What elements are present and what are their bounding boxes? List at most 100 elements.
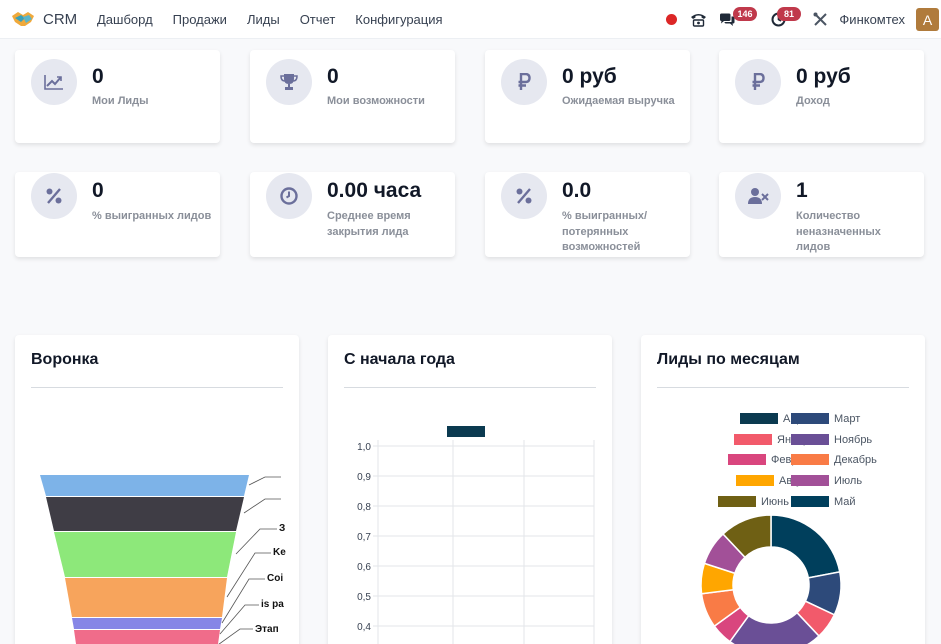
funnel-title: Воронка xyxy=(31,351,99,368)
y-tick-label: 1,0 xyxy=(357,442,371,453)
debug-tools-button[interactable] xyxy=(813,0,828,39)
funnel-connector xyxy=(248,476,281,486)
kpi-value: 1 xyxy=(796,179,808,202)
legend-label: Декабрь xyxy=(834,454,877,466)
trophy-icon xyxy=(266,59,312,105)
kpi-card-expected-revenue[interactable]: 0 руб Ожидаемая выручка xyxy=(485,50,690,143)
kpi-label: Доход xyxy=(796,95,830,107)
bar xyxy=(394,446,512,644)
kpi-label: Среднее время закрытия лида xyxy=(327,210,411,238)
funnel-stage-6 xyxy=(74,630,220,644)
legend-swatch xyxy=(718,496,756,507)
kpi-value: 0 xyxy=(327,65,339,88)
kpi-label: % выигранных лидов xyxy=(92,210,212,222)
funnel-label: Coi xyxy=(267,573,283,584)
kpi-value: 0.00 часа xyxy=(327,179,422,202)
funnel-connector xyxy=(226,552,271,598)
funnel-card: Воронка З Ke Coi is pa Этап xyxy=(15,335,299,644)
app-brand[interactable]: CRM xyxy=(11,8,77,30)
crm-handshake-icon xyxy=(12,12,34,26)
legend-swatch xyxy=(736,475,774,486)
kpi-card-my-leads[interactable]: 0 Мои Лиды xyxy=(15,50,220,143)
funnel-stage-5 xyxy=(72,618,222,629)
recording-indicator[interactable] xyxy=(666,0,677,39)
legend-label: Май xyxy=(834,496,856,508)
ytd-title: С начала года xyxy=(344,351,455,368)
funnel-stage-2 xyxy=(46,497,244,531)
ruble-icon xyxy=(735,59,781,105)
funnel-label: З xyxy=(279,523,285,534)
top-navbar: CRM Дашборд Продажи Лиды Отчет Конфигура… xyxy=(0,0,941,39)
menu-leads[interactable]: Лиды xyxy=(246,12,280,27)
kpi-label: Ожидаемая выручка xyxy=(562,95,675,107)
y-tick-label: 0,7 xyxy=(357,532,371,543)
y-tick-label: 0,9 xyxy=(357,472,371,483)
donut-slice xyxy=(722,514,772,559)
funnel-stage-1 xyxy=(40,475,249,496)
legend-swatch xyxy=(447,426,485,437)
funnel-stage-4 xyxy=(65,578,227,617)
funnel-connector xyxy=(243,498,281,514)
phone-button[interactable] xyxy=(690,0,707,39)
legend-label: Ноябрь xyxy=(834,434,872,446)
user-x-icon xyxy=(735,173,781,219)
record-dot-icon xyxy=(666,14,677,25)
kpi-label: Количество неназначенных лидов xyxy=(796,210,881,253)
ytd-card: С начала года 1,0 0,9 0,8 0,7 0,6 0,5 0,4 xyxy=(328,335,612,644)
funnel-chart: З Ke Coi is pa Этап xyxy=(40,475,286,644)
legend-swatch xyxy=(734,434,772,445)
donut-slice xyxy=(770,514,841,579)
funnel-connector xyxy=(221,578,265,624)
clock-icon xyxy=(266,173,312,219)
messages-button[interactable] xyxy=(719,0,735,39)
kpi-card-avg-close-time[interactable]: 0.00 часа Среднее время закрытия лида xyxy=(250,172,455,257)
legend-swatch xyxy=(791,434,829,445)
y-tick-label: 0,5 xyxy=(357,592,371,603)
user-menu[interactable]: A xyxy=(916,0,939,39)
kpi-card-won-leads-pct[interactable]: 0 % выигранных лидов xyxy=(15,172,220,257)
menu-sales[interactable]: Продажи xyxy=(172,12,227,27)
leads-by-month-title: Лиды по месяцам xyxy=(657,351,800,368)
kpi-card-income[interactable]: 0 руб Доход xyxy=(719,50,924,143)
kpi-value: 0 xyxy=(92,65,104,88)
kpi-card-won-lost-pct[interactable]: 0.0 % выигранных/ потерянных возможносте… xyxy=(485,172,690,257)
funnel-label: Этап xyxy=(255,624,279,635)
kpi-card-my-opportunities[interactable]: 0 Мои возможности xyxy=(250,50,455,143)
menu-dashboard[interactable]: Дашборд xyxy=(97,12,153,27)
percent-icon xyxy=(31,173,77,219)
messages-count-badge: 146 xyxy=(733,7,757,21)
kpi-label: Мои Лиды xyxy=(92,95,149,107)
kpi-value: 0 руб xyxy=(796,65,851,88)
company-switcher[interactable]: Финкомтех xyxy=(839,12,905,27)
divider xyxy=(344,387,596,388)
leads-by-month-donut-chart: АпрельМартЯнварьНоябрьФевральДекабрьАвгу… xyxy=(700,413,877,644)
chat-icon xyxy=(720,13,735,26)
y-tick-label: 0,8 xyxy=(357,502,371,513)
divider xyxy=(657,387,909,388)
funnel-connector xyxy=(218,628,253,644)
kpi-value: 0 руб xyxy=(562,65,617,88)
phone-icon xyxy=(691,14,706,27)
y-tick-label: 0,6 xyxy=(357,562,371,573)
menu-configuration[interactable]: Конфигурация xyxy=(355,12,443,27)
avatar: A xyxy=(916,8,939,31)
kpi-value: 0 xyxy=(92,179,104,202)
ruble-icon xyxy=(501,59,547,105)
kpi-card-unassigned-leads[interactable]: 1 Количество неназначенных лидов xyxy=(719,172,924,257)
kpi-label: % выигранных/ потерянных возможностей xyxy=(562,210,648,253)
kpi-value: 0.0 xyxy=(562,179,592,202)
funnel-label: Ke xyxy=(273,547,286,558)
activities-count-badge: 81 xyxy=(777,7,801,21)
tools-icon xyxy=(813,12,827,26)
legend-swatch xyxy=(740,413,778,424)
funnel-label: is pa xyxy=(261,599,284,610)
legend-label: Июль xyxy=(834,475,862,487)
kpi-label: Мои возможности xyxy=(327,95,425,107)
legend-swatch xyxy=(791,454,829,465)
legend-label: Июнь xyxy=(761,496,789,508)
menu-report[interactable]: Отчет xyxy=(299,12,336,27)
funnel-stage-3 xyxy=(54,532,236,577)
divider xyxy=(31,387,283,388)
legend-label: Март xyxy=(834,413,860,425)
trend-up-icon xyxy=(31,59,77,105)
